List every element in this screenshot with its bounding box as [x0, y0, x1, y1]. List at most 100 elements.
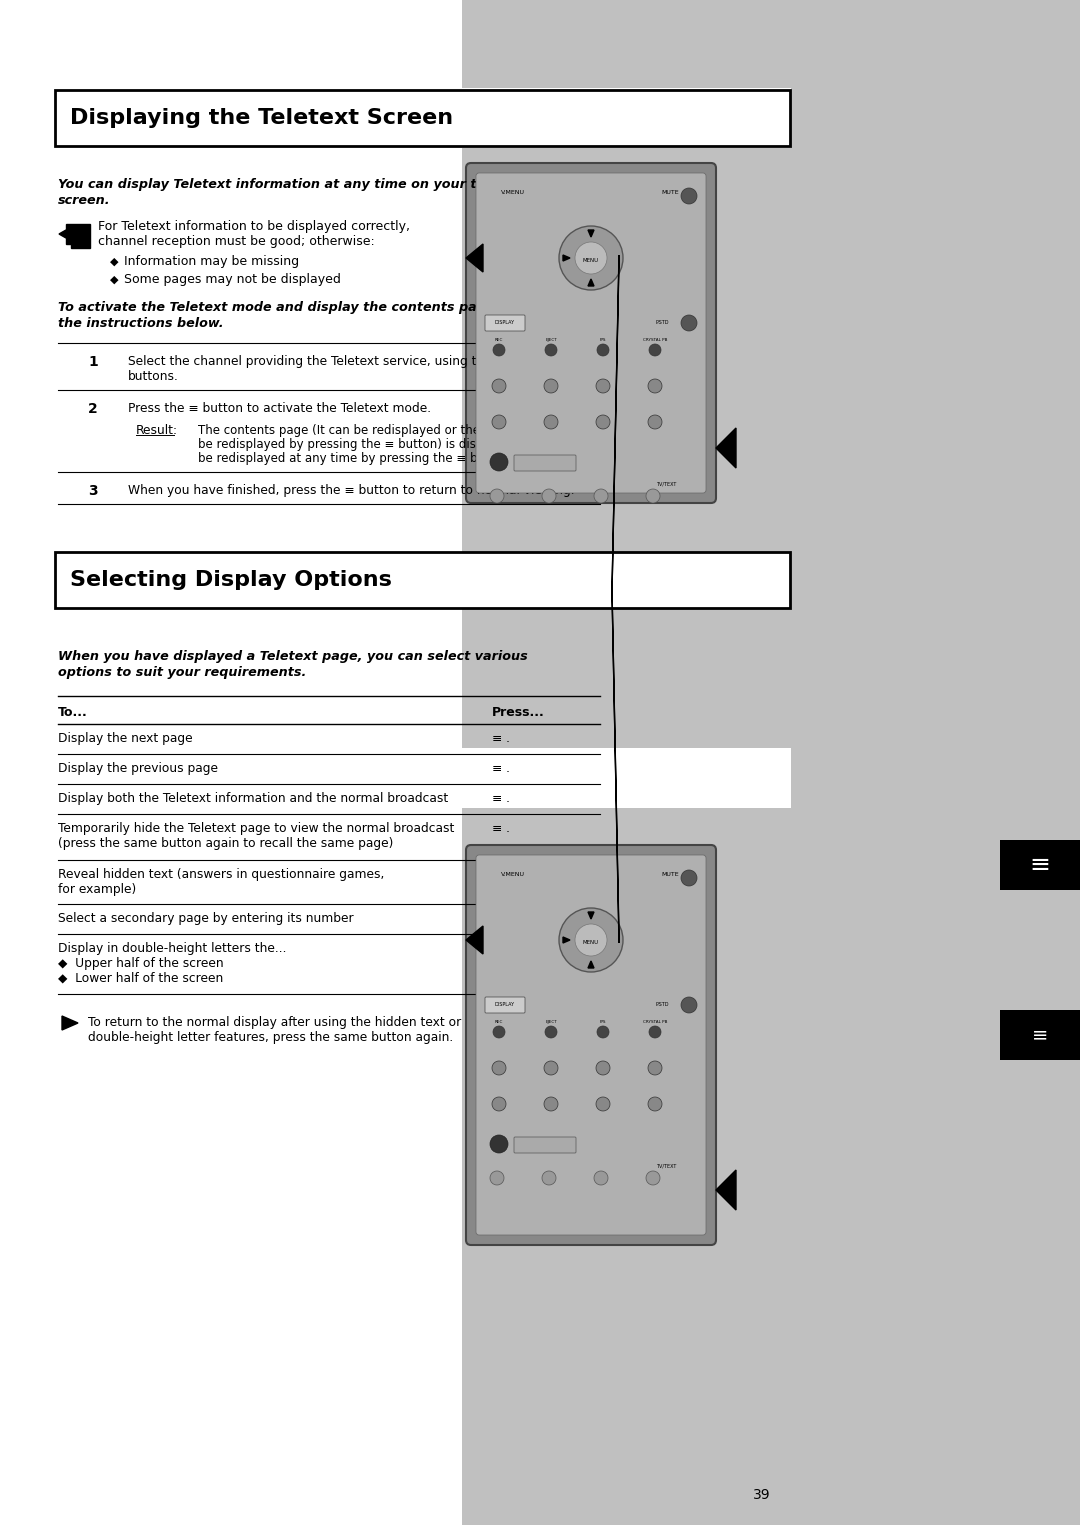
Text: P.STD: P.STD — [656, 320, 670, 325]
Text: EJECT: EJECT — [545, 1020, 557, 1023]
Text: Information may be missing: Information may be missing — [124, 255, 299, 268]
Text: DISPLAY: DISPLAY — [495, 1002, 515, 1008]
Polygon shape — [66, 224, 90, 249]
Text: The contents page (It can be redisplayed or the sub index can: The contents page (It can be redisplayed… — [198, 424, 566, 438]
Circle shape — [648, 1096, 662, 1112]
Text: ≡ .: ≡ . — [492, 732, 510, 746]
FancyBboxPatch shape — [476, 856, 706, 1235]
Text: buttons.: buttons. — [129, 371, 179, 383]
Text: MENU: MENU — [583, 258, 599, 262]
Text: Display the next page: Display the next page — [58, 732, 192, 746]
Text: To...: To... — [58, 706, 87, 718]
Circle shape — [594, 490, 608, 503]
Circle shape — [490, 490, 504, 503]
Text: Display the previous page: Display the previous page — [58, 762, 218, 775]
Circle shape — [490, 453, 508, 471]
Text: be redisplayed by pressing the ≡ button) is displayed. It can: be redisplayed by pressing the ≡ button)… — [198, 438, 556, 451]
Circle shape — [544, 1061, 558, 1075]
Text: Selecting Display Options: Selecting Display Options — [70, 570, 392, 590]
Circle shape — [492, 1096, 507, 1112]
Circle shape — [492, 415, 507, 429]
Circle shape — [544, 1096, 558, 1112]
Circle shape — [648, 1061, 662, 1075]
Circle shape — [649, 1026, 661, 1039]
Circle shape — [596, 380, 610, 393]
Circle shape — [492, 1061, 507, 1075]
Text: MUTE: MUTE — [661, 872, 678, 877]
Bar — [0, 0, 462, 1525]
Text: Temporarily hide the Teletext page to view the normal broadcast
(press the same : Temporarily hide the Teletext page to vi… — [58, 822, 455, 849]
Circle shape — [596, 1096, 610, 1112]
Text: EJECT: EJECT — [545, 339, 557, 342]
Circle shape — [492, 345, 505, 355]
Text: ≡ .: ≡ . — [492, 912, 510, 926]
Polygon shape — [465, 926, 483, 955]
Polygon shape — [563, 936, 570, 942]
Text: channel reception must be good; otherwise:: channel reception must be good; otherwis… — [98, 235, 375, 249]
Bar — [1000, 1010, 1080, 1060]
Text: P/S: P/S — [599, 1020, 606, 1023]
FancyBboxPatch shape — [476, 172, 706, 493]
Text: V.MENU: V.MENU — [501, 191, 525, 195]
Text: Select a secondary page by entering its number: Select a secondary page by entering its … — [58, 912, 353, 926]
Circle shape — [559, 907, 623, 971]
Circle shape — [596, 415, 610, 429]
Circle shape — [646, 1171, 660, 1185]
Bar — [55, 90, 789, 146]
Circle shape — [490, 1135, 508, 1153]
Text: Display in double-height letters the...
◆  Upper half of the screen
◆  Lower hal: Display in double-height letters the... … — [58, 942, 286, 985]
Circle shape — [649, 345, 661, 355]
Text: ≡
◆  Once
◆  Twice: ≡ ◆ Once ◆ Twice — [492, 942, 542, 985]
Text: VIDEOPLUS: VIDEOPLUS — [519, 1144, 546, 1148]
Circle shape — [648, 415, 662, 429]
Text: the instructions below.: the instructions below. — [58, 317, 224, 329]
Circle shape — [542, 490, 556, 503]
Circle shape — [492, 1026, 505, 1039]
Circle shape — [575, 924, 607, 956]
FancyBboxPatch shape — [485, 997, 525, 1013]
Text: VIDEOPLUS: VIDEOPLUS — [519, 462, 546, 467]
Text: Displaying the Teletext Screen: Displaying the Teletext Screen — [70, 108, 454, 128]
Circle shape — [559, 226, 623, 290]
Circle shape — [681, 188, 697, 204]
Text: P/S: P/S — [599, 339, 606, 342]
Bar — [53, 747, 791, 808]
Text: screen.: screen. — [58, 194, 110, 207]
Polygon shape — [588, 279, 594, 287]
Text: 2: 2 — [87, 403, 98, 416]
Polygon shape — [716, 1170, 735, 1209]
Bar — [1000, 840, 1080, 891]
Text: Reveal hidden text (answers in questionnaire games,
for example): Reveal hidden text (answers in questionn… — [58, 868, 384, 897]
Text: REC: REC — [495, 339, 503, 342]
Text: Select the channel providing the Teletext service, using the P ▲ or ▼: Select the channel providing the Teletex… — [129, 355, 546, 368]
Circle shape — [597, 345, 609, 355]
Text: To return to the normal display after using the hidden text or: To return to the normal display after us… — [87, 1016, 461, 1029]
Polygon shape — [465, 244, 483, 271]
Text: MUTE: MUTE — [661, 191, 678, 195]
Polygon shape — [62, 1016, 78, 1029]
Text: ◆: ◆ — [110, 274, 119, 285]
Text: Result:: Result: — [136, 424, 178, 438]
Text: ◆: ◆ — [110, 258, 119, 267]
Text: 1: 1 — [87, 355, 98, 369]
Circle shape — [681, 869, 697, 886]
Text: DISPLAY: DISPLAY — [495, 320, 515, 325]
Circle shape — [596, 1061, 610, 1075]
Text: double-height letter features, press the same button again.: double-height letter features, press the… — [87, 1031, 454, 1045]
Text: TV/TEXT: TV/TEXT — [656, 482, 676, 486]
Text: Press the ≡ button to activate the Teletext mode.: Press the ≡ button to activate the Telet… — [129, 403, 431, 415]
Polygon shape — [588, 961, 594, 968]
Circle shape — [545, 345, 557, 355]
Circle shape — [544, 415, 558, 429]
FancyBboxPatch shape — [514, 454, 576, 471]
Text: be redisplayed at any time by pressing the ≡ button.: be redisplayed at any time by pressing t… — [198, 451, 513, 465]
Circle shape — [575, 242, 607, 274]
Text: 3: 3 — [87, 483, 97, 499]
Text: 39: 39 — [753, 1488, 771, 1502]
Text: MENU: MENU — [583, 939, 599, 944]
Text: ≡: ≡ — [1031, 1025, 1049, 1045]
Polygon shape — [588, 912, 594, 920]
Circle shape — [490, 1171, 504, 1185]
FancyBboxPatch shape — [465, 163, 716, 503]
Polygon shape — [716, 429, 735, 468]
